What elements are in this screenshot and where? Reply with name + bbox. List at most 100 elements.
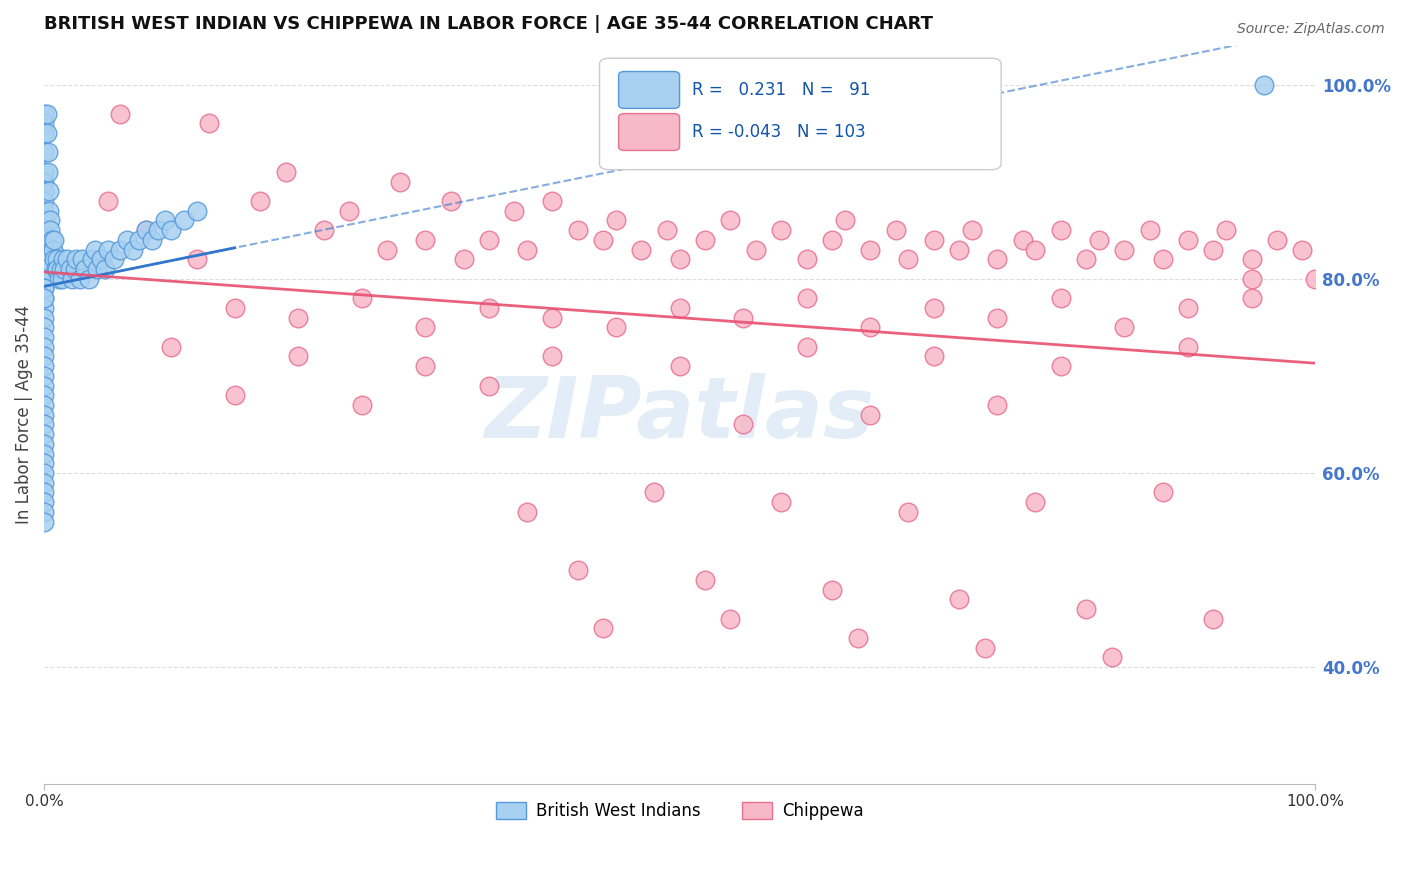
Point bbox=[32, 320, 55, 334]
Point bbox=[110, 243, 132, 257]
Point bbox=[605, 320, 627, 334]
Legend: British West Indians, Chippewa: British West Indians, Chippewa bbox=[489, 796, 870, 827]
Point bbox=[693, 573, 716, 587]
Point bbox=[141, 233, 163, 247]
Point bbox=[32, 456, 55, 470]
Point bbox=[884, 223, 907, 237]
Point bbox=[821, 233, 844, 247]
Point bbox=[592, 621, 614, 635]
Point bbox=[32, 291, 55, 305]
Point bbox=[440, 194, 463, 208]
Point bbox=[897, 505, 920, 519]
Point bbox=[859, 243, 882, 257]
Point bbox=[973, 640, 995, 655]
Point bbox=[1011, 233, 1033, 247]
FancyBboxPatch shape bbox=[619, 113, 679, 151]
Point bbox=[541, 310, 564, 325]
Point bbox=[770, 495, 793, 509]
Point bbox=[1240, 252, 1263, 267]
Point bbox=[32, 203, 55, 218]
Point bbox=[1050, 291, 1073, 305]
Point bbox=[834, 213, 856, 227]
Point bbox=[32, 437, 55, 451]
Point bbox=[960, 223, 983, 237]
Point bbox=[592, 233, 614, 247]
Point bbox=[65, 252, 87, 267]
Point bbox=[135, 223, 157, 237]
Point bbox=[160, 340, 183, 354]
Point bbox=[115, 233, 138, 247]
Point bbox=[312, 223, 335, 237]
FancyBboxPatch shape bbox=[619, 71, 679, 109]
Point bbox=[1024, 495, 1046, 509]
Point bbox=[45, 252, 67, 267]
Point bbox=[97, 243, 120, 257]
Point bbox=[32, 340, 55, 354]
Point bbox=[693, 233, 716, 247]
Point bbox=[655, 223, 678, 237]
Point bbox=[73, 262, 96, 277]
Point bbox=[1076, 602, 1098, 616]
Point bbox=[1050, 223, 1073, 237]
Point bbox=[84, 243, 107, 257]
Point bbox=[32, 427, 55, 442]
Point bbox=[733, 310, 755, 325]
Point bbox=[986, 398, 1008, 412]
Point bbox=[745, 243, 768, 257]
Point bbox=[986, 310, 1008, 325]
Point bbox=[32, 368, 55, 383]
Point bbox=[39, 213, 62, 227]
FancyBboxPatch shape bbox=[599, 58, 1001, 169]
Point bbox=[32, 252, 55, 267]
Point bbox=[60, 271, 83, 285]
Point bbox=[39, 223, 62, 237]
Point bbox=[53, 262, 76, 277]
Point bbox=[45, 262, 67, 277]
Point bbox=[122, 243, 145, 257]
Point bbox=[128, 233, 150, 247]
Point bbox=[1215, 223, 1237, 237]
Point bbox=[32, 350, 55, 364]
Point bbox=[32, 291, 55, 305]
Point bbox=[198, 116, 221, 130]
Point bbox=[32, 378, 55, 392]
Point bbox=[42, 243, 65, 257]
Point bbox=[897, 252, 920, 267]
Point bbox=[796, 291, 818, 305]
Point bbox=[720, 213, 742, 227]
Point bbox=[32, 301, 55, 315]
Point bbox=[32, 223, 55, 237]
Point bbox=[86, 262, 108, 277]
Point bbox=[58, 262, 80, 277]
Point bbox=[32, 485, 55, 500]
Point bbox=[110, 106, 132, 120]
Point bbox=[32, 475, 55, 490]
Point bbox=[1177, 340, 1199, 354]
Point bbox=[44, 252, 66, 267]
Point bbox=[63, 262, 86, 277]
Point bbox=[821, 582, 844, 597]
Point bbox=[32, 398, 55, 412]
Point bbox=[249, 194, 271, 208]
Point bbox=[32, 417, 55, 432]
Point bbox=[32, 271, 55, 285]
Point bbox=[38, 203, 60, 218]
Point bbox=[605, 213, 627, 227]
Point bbox=[668, 252, 690, 267]
Point bbox=[1152, 252, 1174, 267]
Point bbox=[375, 243, 398, 257]
Point bbox=[337, 203, 360, 218]
Text: BRITISH WEST INDIAN VS CHIPPEWA IN LABOR FORCE | AGE 35-44 CORRELATION CHART: BRITISH WEST INDIAN VS CHIPPEWA IN LABOR… bbox=[44, 15, 934, 33]
Point bbox=[668, 359, 690, 373]
Point bbox=[948, 592, 970, 607]
Point bbox=[1076, 252, 1098, 267]
Point bbox=[32, 175, 55, 189]
Point bbox=[32, 505, 55, 519]
Point bbox=[350, 291, 373, 305]
Point bbox=[94, 262, 117, 277]
Point bbox=[1240, 291, 1263, 305]
Point bbox=[733, 417, 755, 432]
Y-axis label: In Labor Force | Age 35-44: In Labor Force | Age 35-44 bbox=[15, 305, 32, 524]
Point bbox=[32, 243, 55, 257]
Point bbox=[630, 243, 652, 257]
